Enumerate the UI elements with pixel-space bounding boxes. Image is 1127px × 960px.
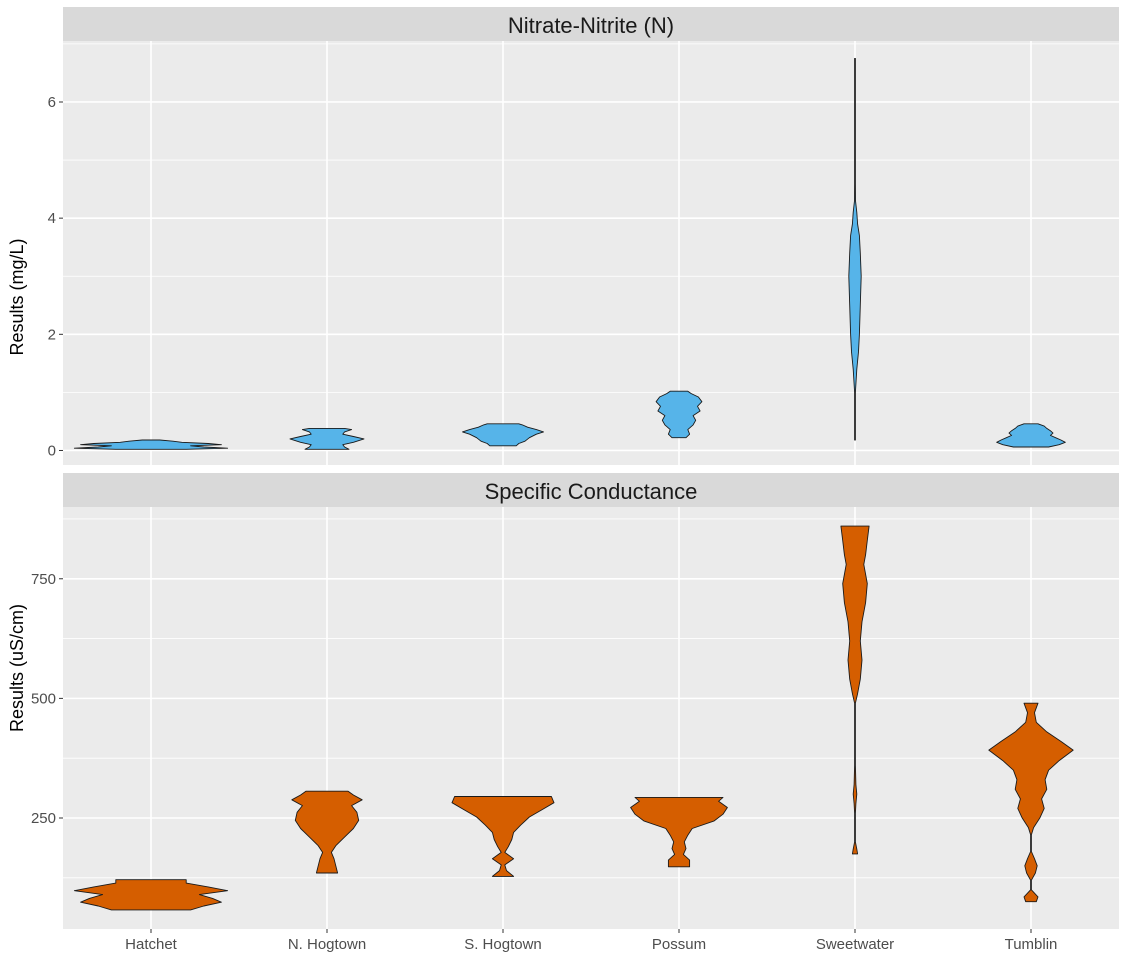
violin-n-hogtown [291,790,363,874]
y-axis-label-conductance: Results (uS/cm) [7,604,27,732]
gridlines-nitrate [63,41,1119,465]
y-axis-ticks-conductance: 250 500 750 [31,571,63,827]
plot-background-conductance [63,507,1119,929]
y-axis-ticks-nitrate: 0 2 4 6 [48,94,63,459]
y-tick-label: 500 [31,690,56,707]
violin-hatchet [73,439,229,450]
y-tick-label: 2 [48,326,56,343]
panel-specific-conductance: Specific Conductance 250 500 750 Results (… [7,473,1119,929]
violin-s-hogtown [451,796,555,877]
plot-background-nitrate [63,41,1119,465]
violin-n-hogtown [289,427,365,450]
y-tick-label: 4 [48,210,56,227]
violin-sweetwater [840,525,870,855]
violin-possum [630,796,728,868]
y-tick-label: 6 [48,94,56,111]
x-axis-ticks: Hatchet N. Hogtown S. Hogtown Possum Sweetwa… [125,929,1057,953]
strip-background-nitrate [63,7,1119,41]
violins-nitrate [73,57,1066,450]
y-tick-label: 750 [31,571,56,588]
panel-nitrate-nitrite: Nitrate-Nitrite (N) 0 2 4 6 Results (mg/L) [7,7,1119,465]
violin-s-hogtown [462,423,544,447]
x-tick-label-sweetwater: Sweetwater [816,936,894,953]
y-tick-label: 250 [31,810,56,827]
violin-tumblin [996,423,1066,448]
x-tick-label-n-hogtown: N. Hogtown [288,936,366,953]
panel-title-conductance: Specific Conductance [485,479,698,504]
x-tick-label-hatchet: Hatchet [125,936,178,953]
x-tick-label-s-hogtown: S. Hogtown [464,936,542,953]
x-tick-label-tumblin: Tumblin [1005,936,1058,953]
strip-background-conductance [63,473,1119,507]
panel-title-nitrate: Nitrate-Nitrite (N) [508,13,674,38]
x-tick-label-possum: Possum [652,936,706,953]
violin-possum [655,390,703,439]
violin-tumblin [988,702,1074,903]
y-tick-label: 0 [48,442,56,459]
violin-sweetwater [848,57,862,441]
violins-conductance [73,525,1074,911]
violin-hatchet [73,879,229,911]
y-axis-label-nitrate: Results (mg/L) [7,238,27,355]
